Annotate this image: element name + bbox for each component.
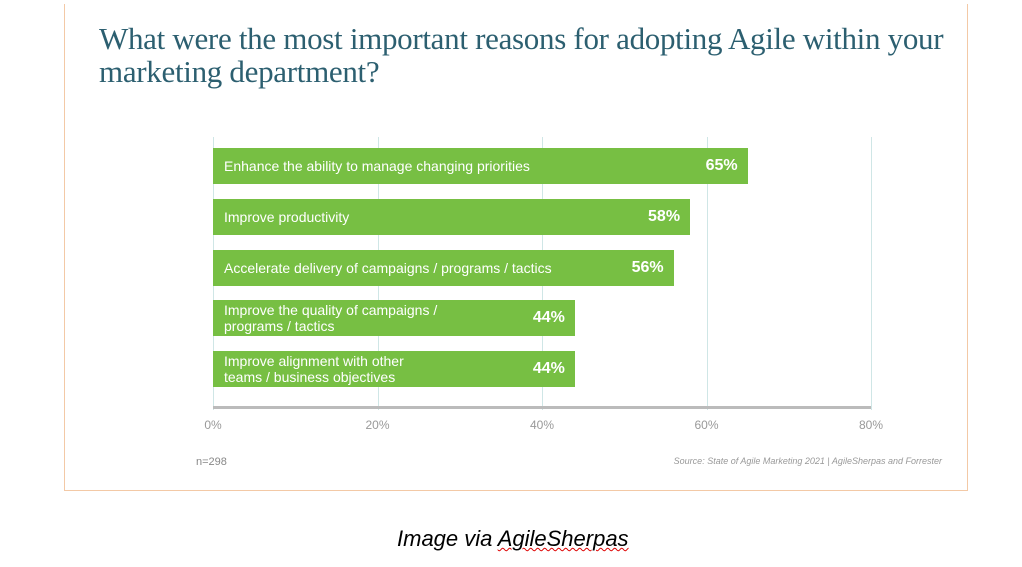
gridline (706, 137, 708, 410)
bar-value-label: 44% (532, 309, 565, 326)
x-axis-line (213, 406, 871, 409)
bar: Accelerate delivery of campaigns / progr… (213, 250, 674, 286)
bar-category-label: Improve alignment with other teams / bus… (224, 353, 404, 385)
bar-value-label: 58% (648, 208, 681, 225)
x-tick-label: 20% (365, 418, 390, 432)
bar-value-label: 44% (532, 360, 565, 377)
bar-category-label: Improve productivity (224, 209, 350, 225)
bar-category-label: Improve the quality of campaigns / progr… (224, 302, 438, 334)
bar: Improve the quality of campaigns / progr… (213, 300, 575, 336)
bar-category-label: Accelerate delivery of campaigns / progr… (224, 260, 552, 276)
gridline (871, 137, 872, 410)
image-caption: Image via AgileSherpas (397, 526, 629, 552)
bar-category-label: Enhance the ability to manage changing p… (224, 158, 530, 174)
x-tick-label: 0% (204, 418, 222, 432)
caption-prefix: Image via (397, 526, 498, 551)
bar: Improve productivity 58% (213, 199, 691, 235)
chart-frame (64, 4, 968, 491)
chart-title: What were the most important reasons for… (99, 21, 944, 89)
source-note: Source: State of Agile Marketing 2021 | … (673, 456, 942, 466)
bar: Improve alignment with other teams / bus… (213, 351, 575, 387)
caption-brand: AgileSherpas (497, 526, 629, 551)
x-tick-label: 40% (529, 418, 555, 432)
bar: Enhance the ability to manage changing p… (213, 148, 748, 184)
sample-size-note: n=298 (196, 456, 227, 468)
x-tick-label: 60% (694, 418, 719, 432)
bar-value-label: 56% (631, 259, 664, 276)
bar-value-label: 65% (705, 157, 738, 174)
x-tick-label: 80% (858, 418, 884, 432)
